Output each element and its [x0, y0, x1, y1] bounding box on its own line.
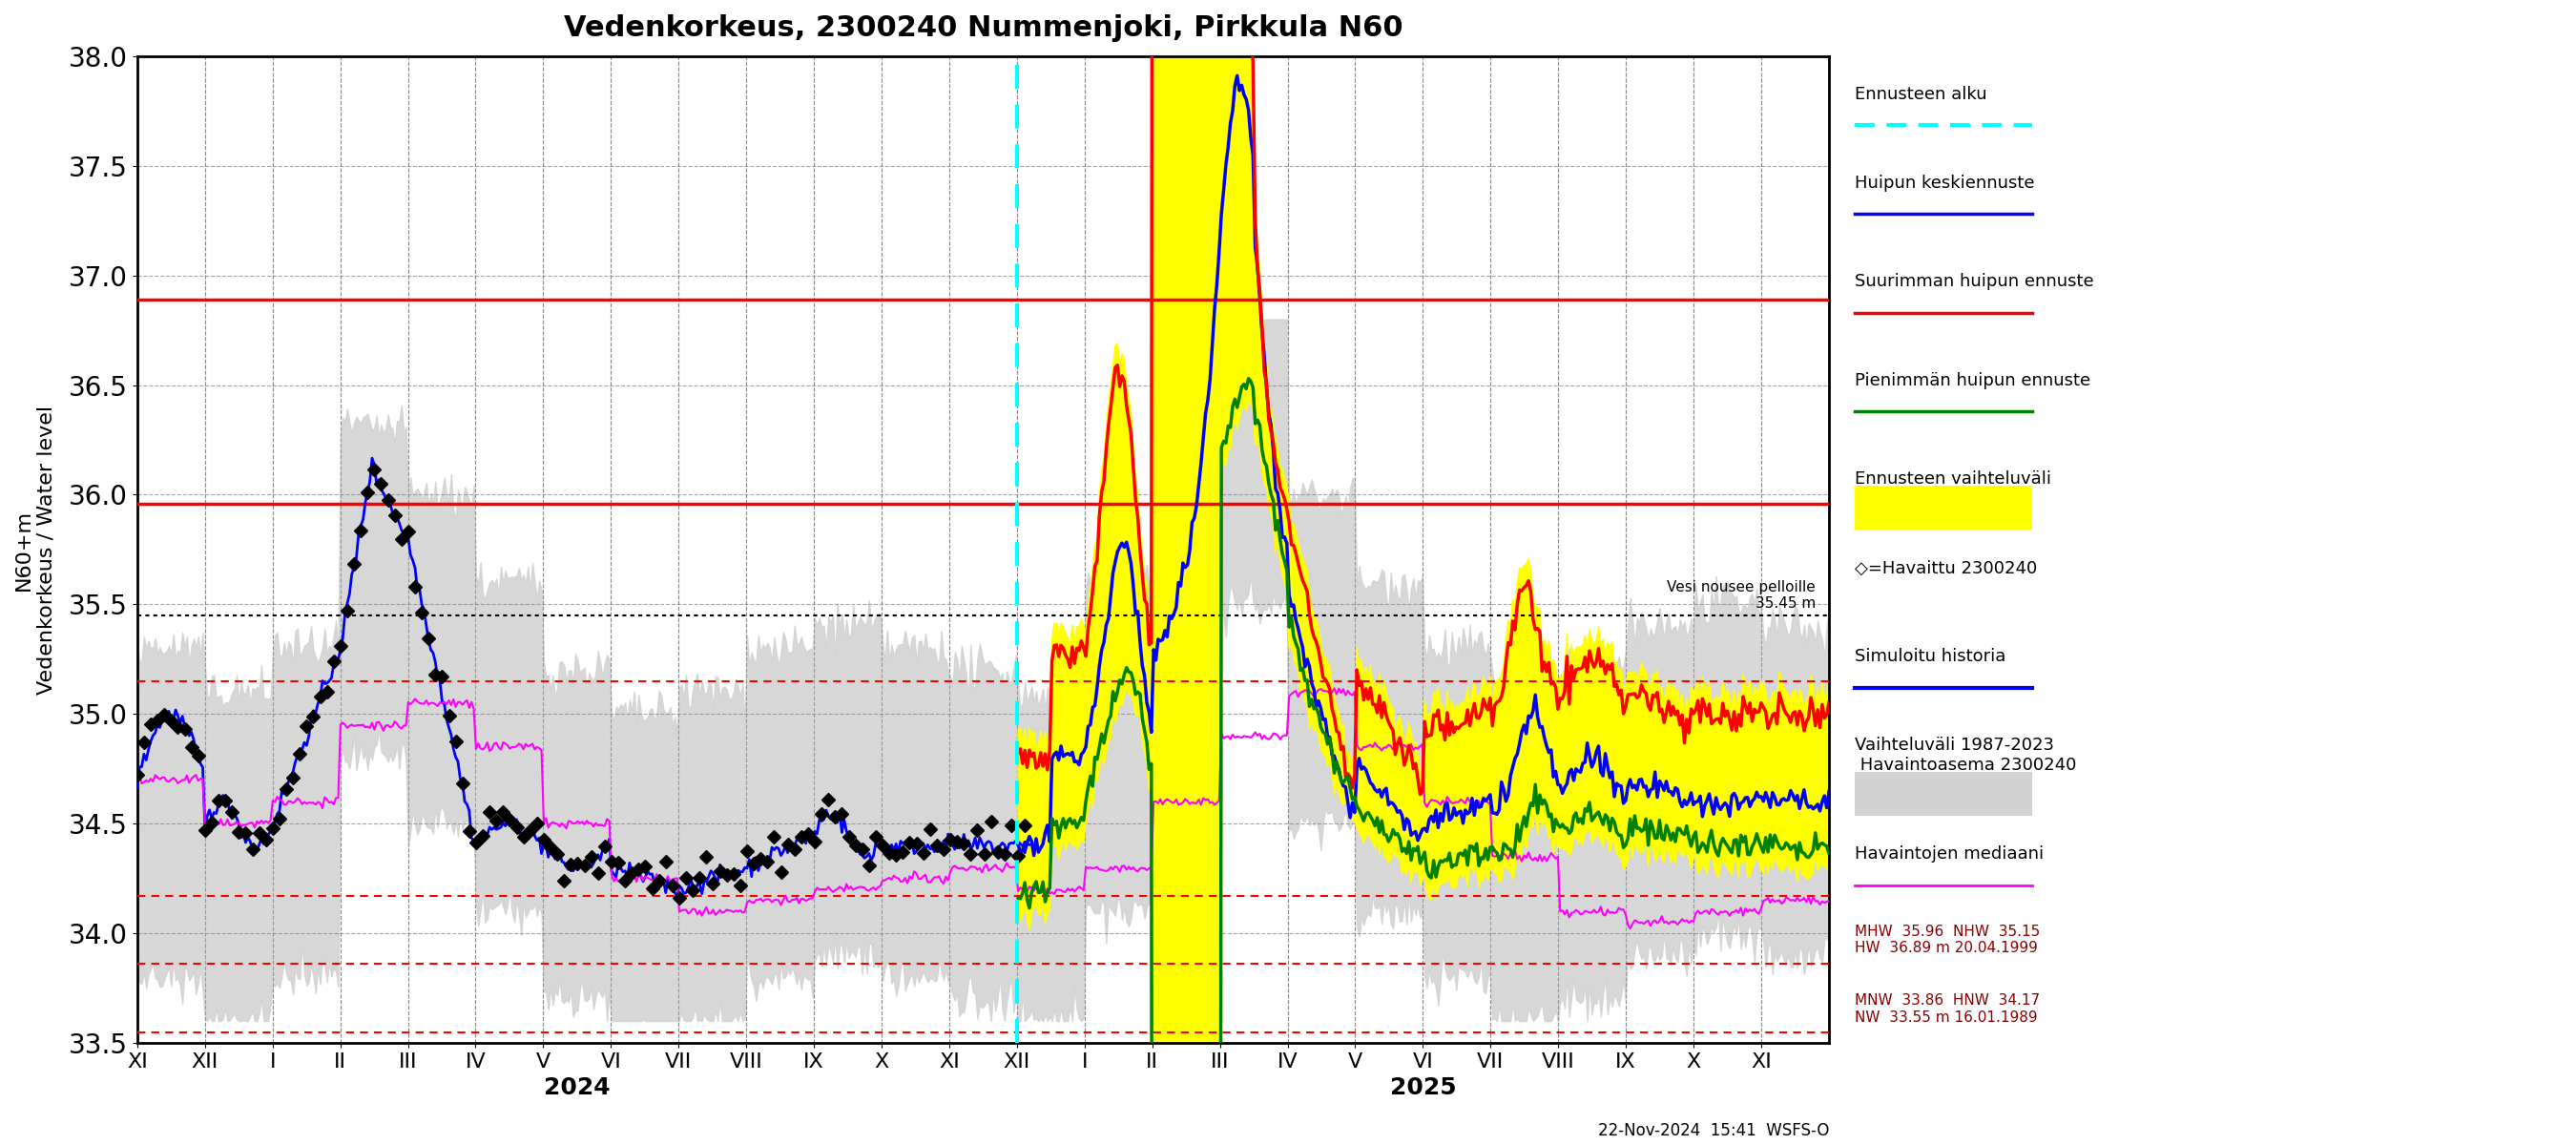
Text: 2025: 2025: [1388, 1076, 1455, 1099]
Bar: [1855, 485, 2032, 530]
Text: Vaihteluväli 1987-2023
 Havaintoasema 2300240: Vaihteluväli 1987-2023 Havaintoasema 230…: [1855, 737, 2076, 774]
Text: ◇=Havaittu 2300240: ◇=Havaittu 2300240: [1855, 560, 2038, 577]
Text: 22-Nov-2024  15:41  WSFS-O: 22-Nov-2024 15:41 WSFS-O: [1597, 1122, 1829, 1139]
Text: MNW  33.86  HNW  34.17
NW  33.55 m 16.01.1989: MNW 33.86 HNW 34.17 NW 33.55 m 16.01.198…: [1855, 994, 2040, 1025]
Text: Pienimmän huipun ennuste: Pienimmän huipun ennuste: [1855, 372, 2089, 389]
Text: Vesi nousee pelloille
35.45 m: Vesi nousee pelloille 35.45 m: [1667, 581, 1816, 611]
Text: 2024: 2024: [544, 1076, 611, 1099]
Text: MHW  35.96  NHW  35.15
HW  36.89 m 20.04.1999: MHW 35.96 NHW 35.15 HW 36.89 m 20.04.199…: [1855, 924, 2040, 955]
Text: Ennusteen vaihteluväli: Ennusteen vaihteluväli: [1855, 471, 2050, 488]
Text: Huipun keskiennuste: Huipun keskiennuste: [1855, 174, 2035, 191]
Text: Havaintojen mediaani: Havaintojen mediaani: [1855, 846, 2043, 863]
Text: Suurimman huipun ennuste: Suurimman huipun ennuste: [1855, 274, 2094, 291]
Bar: [1855, 772, 2032, 816]
Title: Vedenkorkeus, 2300240 Nummenjoki, Pirkkula N60: Vedenkorkeus, 2300240 Nummenjoki, Pirkku…: [564, 14, 1404, 42]
Y-axis label: N60+m
Vedenkorkeus / Water level: N60+m Vedenkorkeus / Water level: [15, 405, 57, 694]
Text: Simuloitu historia: Simuloitu historia: [1855, 648, 2007, 665]
Text: Ennusteen alku: Ennusteen alku: [1855, 86, 1986, 103]
